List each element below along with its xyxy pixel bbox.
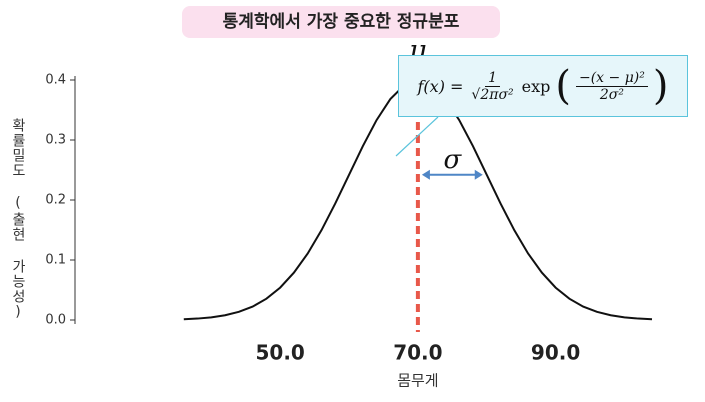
- arrow-head: [421, 169, 430, 180]
- connector: [395, 116, 439, 157]
- numerator: −(x − μ)²: [575, 70, 648, 87]
- y-tick-label: 0.0: [45, 313, 66, 328]
- formula-lhs: f(x) =: [417, 76, 464, 96]
- x-axis-label: 몸무게: [397, 372, 438, 390]
- y-axis-label: 확률밀도 (출현 가능성): [10, 118, 26, 321]
- fraction: −(x − μ)² 2σ²: [575, 70, 648, 103]
- numerator: 1: [485, 70, 500, 87]
- x-tick-label: 70.0: [393, 341, 442, 365]
- sd-label: σ: [443, 145, 462, 175]
- y-tick-label: 0.2: [45, 193, 66, 208]
- paren: (: [555, 63, 571, 109]
- arrow-head: [474, 169, 483, 180]
- denominator: √2πσ²: [471, 86, 514, 103]
- denominator: 2σ²: [599, 86, 624, 103]
- y-tick-label: 0.3: [45, 133, 66, 148]
- x-tick-label: 50.0: [256, 341, 305, 365]
- chart-title: 통계학에서 가장 중요한 정규분포: [182, 6, 500, 38]
- exp: exp: [521, 76, 551, 96]
- fraction: 1 √2πσ²: [468, 70, 516, 103]
- x-tick-label: 90.0: [531, 341, 580, 365]
- y-tick-label: 0.4: [45, 73, 66, 88]
- y-tick-label: 0.1: [45, 253, 66, 268]
- paren: ): [652, 63, 669, 109]
- formula-box: f(x) = 1 √2πσ² exp ( −(x − μ)² 2σ² ): [398, 55, 688, 117]
